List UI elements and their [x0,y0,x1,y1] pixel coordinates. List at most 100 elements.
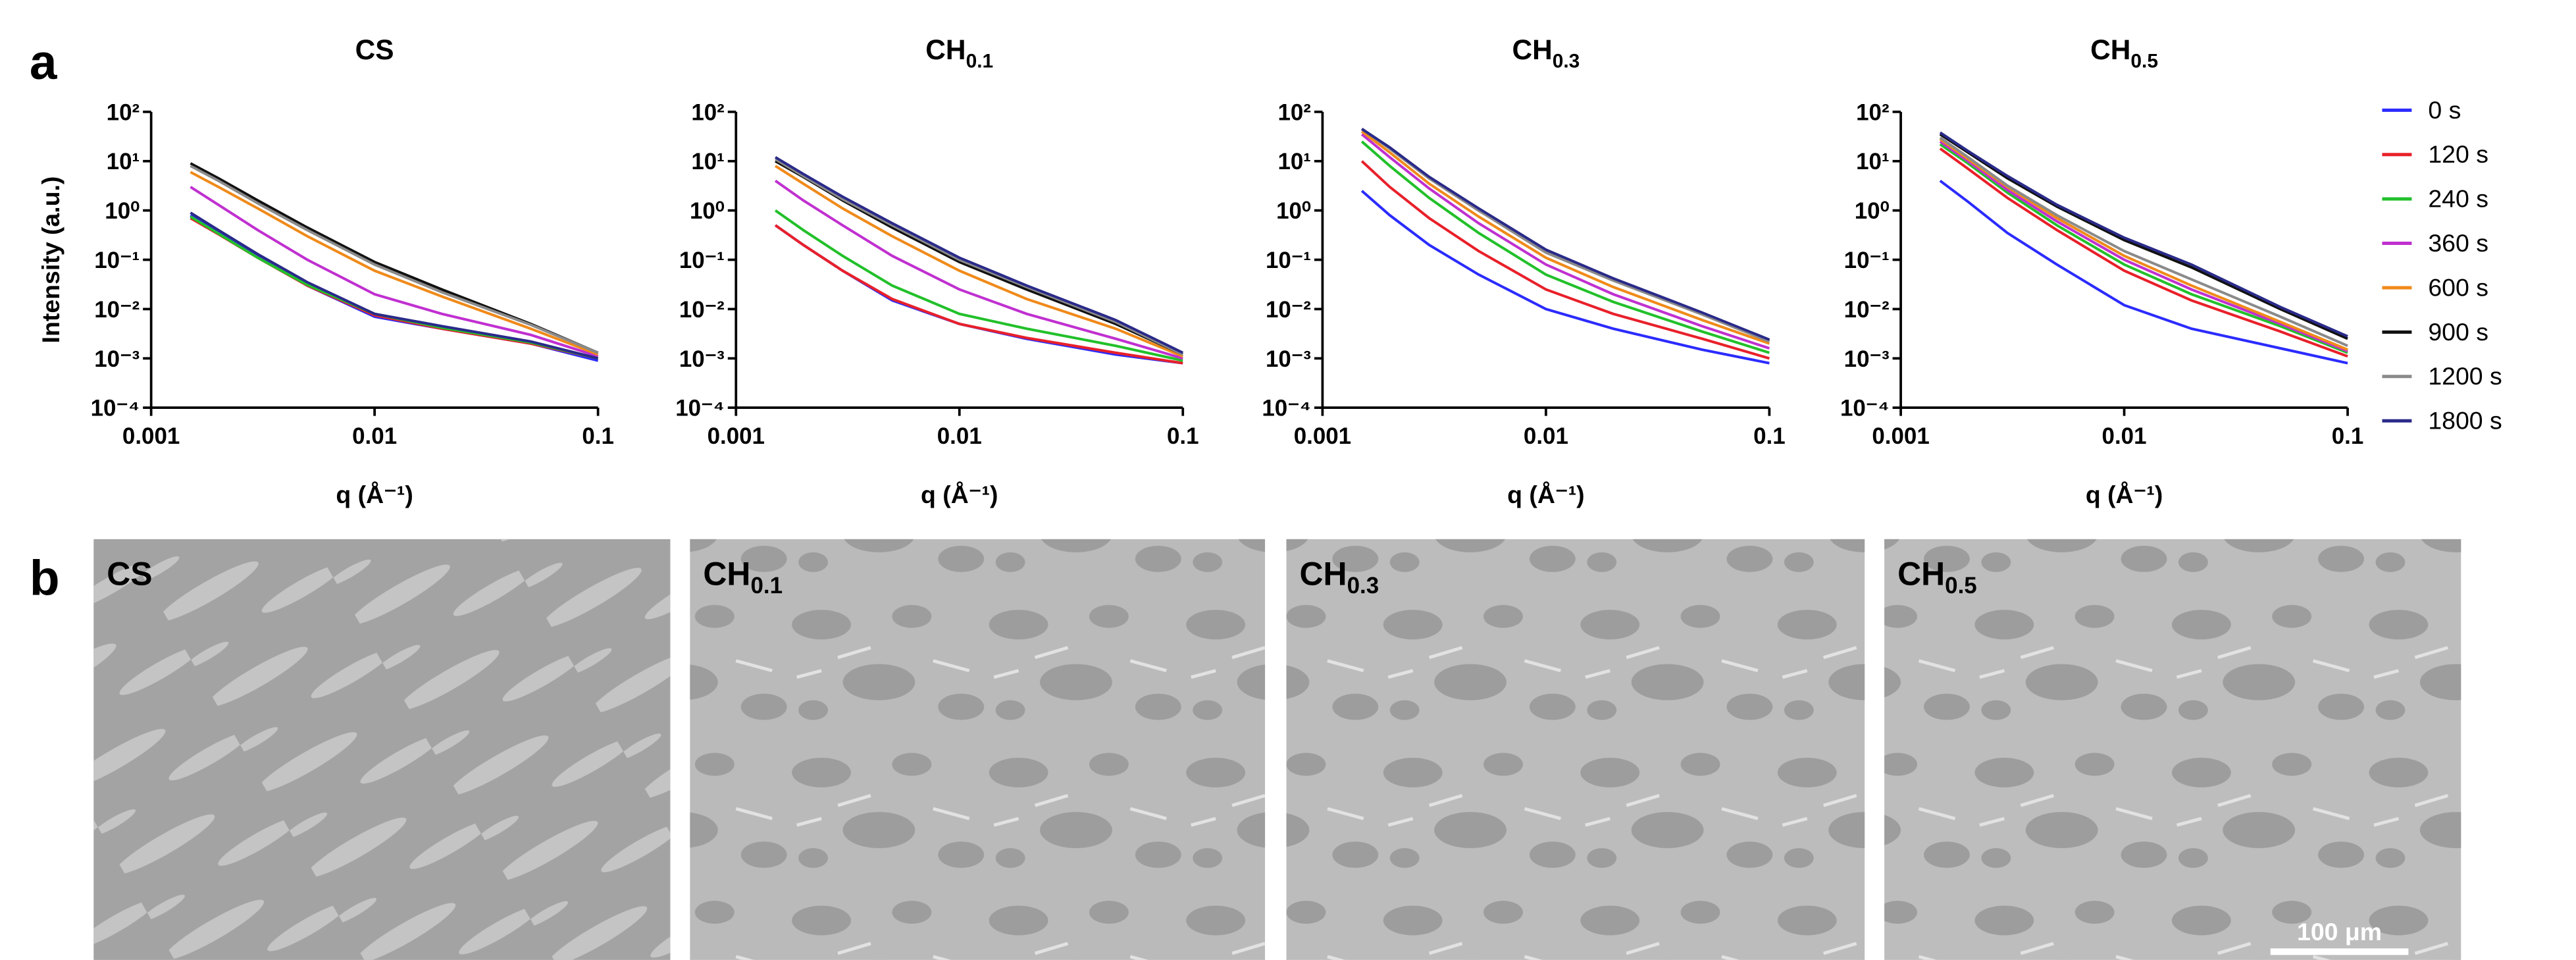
image-label-main: CS [107,556,152,593]
y-tick-label: 10¹ [107,149,140,174]
y-tick-label: 10² [107,99,140,125]
data-line [1361,128,1770,341]
data-line [1939,147,2348,358]
y-tick-label: 10⁻² [1844,297,1890,323]
x-tick-label: 0.001 [1872,423,1929,449]
panel-label: b [30,550,60,606]
legend-label: 360 s [2428,229,2488,257]
data-line [775,156,1184,354]
chart-title-subscript: 0.3 [1553,50,1580,72]
y-tick-label: 10⁻⁴ [675,396,725,421]
micrograph [690,539,1266,960]
data-line [775,157,1184,356]
data-line [190,186,599,358]
data-line [774,179,1183,360]
scale-bar-label: 100 μm [2297,918,2382,946]
y-tick-label: 10⁻² [94,297,140,323]
legend-label: 1200 s [2428,362,2502,390]
y-tick-label: 10⁻¹ [679,248,725,273]
y-tick-label: 10⁻¹ [94,248,140,273]
image-label-subscript: 0.3 [1347,573,1379,599]
y-tick-label: 10⁰ [1855,198,1890,224]
legend-label: 120 s [2428,140,2488,168]
image-label: CH0.3 [1299,556,1379,599]
y-tick-label: 10⁰ [690,198,725,224]
y-tick-label: 10⁻² [1266,297,1311,323]
x-axis-label: q (Å⁻¹) [336,481,413,508]
y-tick-label: 10¹ [691,149,725,174]
x-tick-label: 0.001 [708,423,765,449]
y-tick-label: 10⁰ [1276,198,1311,224]
data-line [1360,160,1770,360]
x-tick-label: 0.1 [1167,423,1199,449]
y-tick-label: 10⁻⁴ [1840,396,1890,421]
panel-label: a [30,34,58,90]
x-axis-label: q (Å⁻¹) [921,481,998,508]
chart-title-main: CH [2090,34,2130,65]
legend-label: 240 s [2428,185,2488,213]
y-tick-label: 10⁻³ [94,346,140,372]
image-label-main: CH [1897,556,1945,593]
micrograph [1286,539,1865,960]
data-line [774,165,1184,358]
data-line [1361,128,1770,342]
data-line [190,171,599,356]
data-line [1939,138,2348,351]
chart-title-subscript: 0.5 [2130,50,2158,72]
image-label-main: CH [703,556,750,593]
image-label: CH0.5 [1897,556,1977,599]
y-tick-label: 10⁻¹ [1266,248,1311,273]
y-tick-label: 10⁻³ [1844,346,1890,372]
data-line [1939,136,2348,347]
data-line [774,224,1183,365]
image-label: CS [107,556,152,593]
chart-title-subscript: 0.1 [966,50,994,72]
x-tick-label: 0.001 [1294,423,1351,449]
data-line [190,214,599,362]
x-tick-label: 0.1 [1753,423,1786,449]
data-line [774,209,1183,362]
y-tick-label: 10¹ [1856,149,1890,174]
chart-title-main: CH [1512,34,1552,65]
x-axis-label: q (Å⁻¹) [2086,481,2163,508]
y-axis-label: Intensity (a.u.) [37,176,64,344]
micrograph [1884,539,2461,960]
data-line [1939,179,2348,365]
y-tick-label: 10⁻² [679,297,725,323]
legend-label: 900 s [2428,318,2488,346]
chart-title-main: CH [925,34,966,65]
y-tick-label: 10⁻⁴ [91,396,140,421]
image-label-subscript: 0.1 [750,573,783,599]
image-label: CH0.1 [703,556,783,599]
data-line [1361,128,1770,343]
chart-title: CH0.1 [925,34,993,72]
x-tick-label: 0.1 [582,423,614,449]
y-tick-label: 10⁻⁴ [1262,396,1311,421]
legend-label: 600 s [2428,273,2488,301]
y-tick-label: 10² [1277,99,1311,125]
data-line [774,224,1183,365]
y-tick-label: 10⁰ [105,198,140,224]
y-tick-label: 10² [691,99,725,125]
chart-title: CH0.5 [2090,34,2158,72]
x-tick-label: 0.001 [122,423,180,449]
y-tick-label: 10⁻³ [1266,346,1311,372]
data-line [1939,133,2348,340]
data-line [1939,143,2348,354]
x-tick-label: 0.01 [937,423,982,449]
data-line [190,211,599,360]
data-line [1360,140,1770,354]
y-tick-label: 10⁻¹ [1844,248,1890,273]
chart-title-main: CS [355,34,394,65]
data-line [1939,140,2348,353]
data-line [1939,131,2348,338]
legend-label: 1800 s [2428,407,2502,435]
data-line [1360,190,1770,365]
x-tick-label: 0.1 [2332,423,2364,449]
x-tick-label: 0.01 [352,423,397,449]
y-tick-label: 10² [1856,99,1890,125]
data-line [1361,130,1770,345]
chart-title: CH0.3 [1512,34,1580,72]
data-line [1360,133,1770,350]
x-tick-label: 0.01 [2102,423,2147,449]
